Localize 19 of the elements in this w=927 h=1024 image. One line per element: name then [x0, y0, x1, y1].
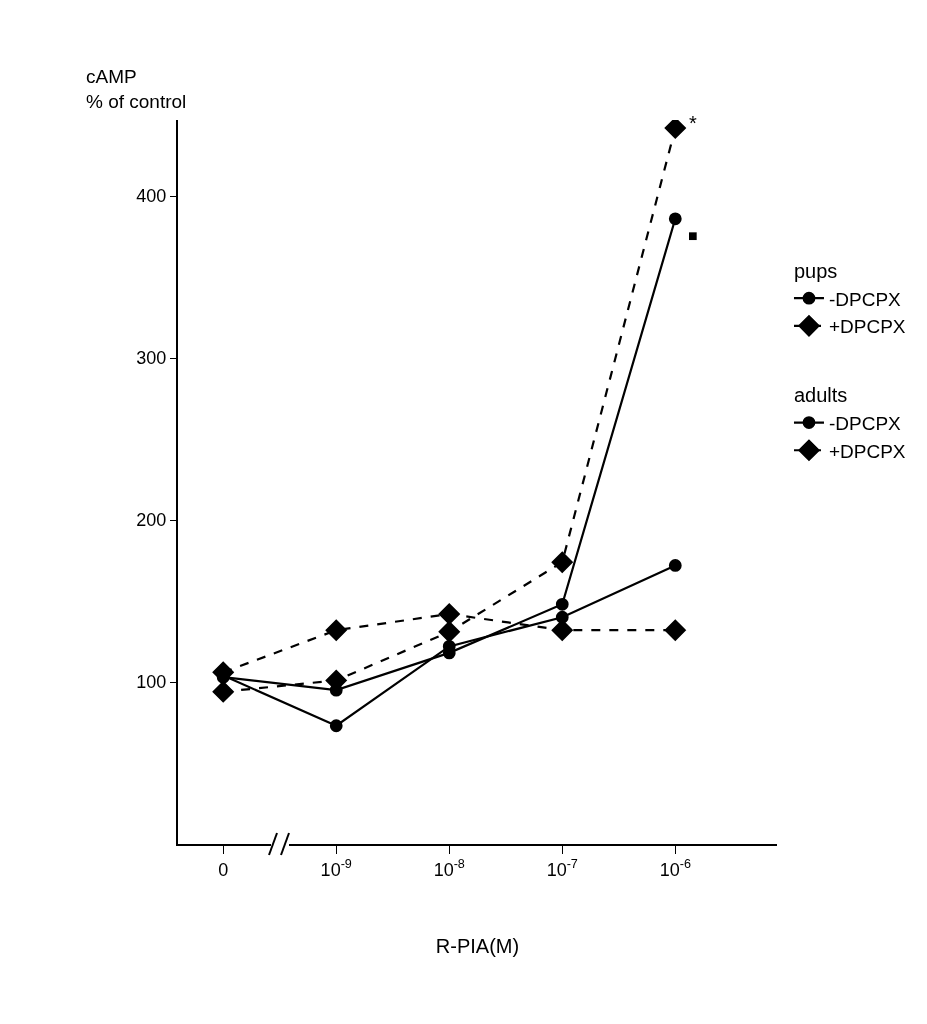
text: adults [793, 384, 848, 407]
y-tick-label: 300 [136, 348, 167, 369]
annotation: ■ [688, 227, 698, 244]
x-tick-label: 10$^{-6}$ [659, 857, 691, 880]
legend-label: +DPCPX [828, 440, 906, 462]
x-tick-label: 0 [218, 859, 229, 880]
y-tick-label: 200 [136, 510, 167, 531]
legend-label: -DPCPX [828, 412, 902, 434]
text: pups [793, 259, 838, 282]
x-axis-title: R-PIA(M) [435, 934, 520, 957]
y-tick-label: 100 [136, 672, 167, 693]
y-axis-title: cAMP % of control [86, 66, 187, 112]
annotation: * [689, 112, 697, 134]
legend-label: -DPCPX [828, 288, 902, 310]
x-tick-label: 10$^{-8}$ [433, 857, 465, 880]
x-tick-label: 10$^{-9}$ [320, 857, 352, 880]
legend-label: +DPCPX [828, 316, 906, 338]
x-tick-label: 10$^{-7}$ [546, 857, 578, 880]
y-tick-label: 400 [136, 186, 167, 207]
